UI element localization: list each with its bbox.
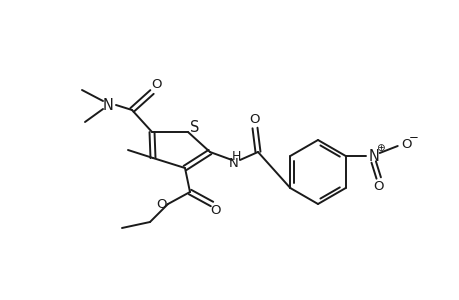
Text: O: O <box>249 112 260 125</box>
Text: O: O <box>157 197 167 211</box>
Text: O: O <box>210 203 221 217</box>
Text: H: H <box>231 149 240 163</box>
Text: −: − <box>408 130 418 143</box>
Text: ⊕: ⊕ <box>375 143 384 153</box>
Text: N: N <box>368 148 378 164</box>
Text: O: O <box>151 77 162 91</box>
Text: O: O <box>401 137 411 151</box>
Text: O: O <box>373 181 383 194</box>
Text: S: S <box>190 119 199 134</box>
Text: N: N <box>102 98 113 112</box>
Text: N: N <box>229 157 238 169</box>
